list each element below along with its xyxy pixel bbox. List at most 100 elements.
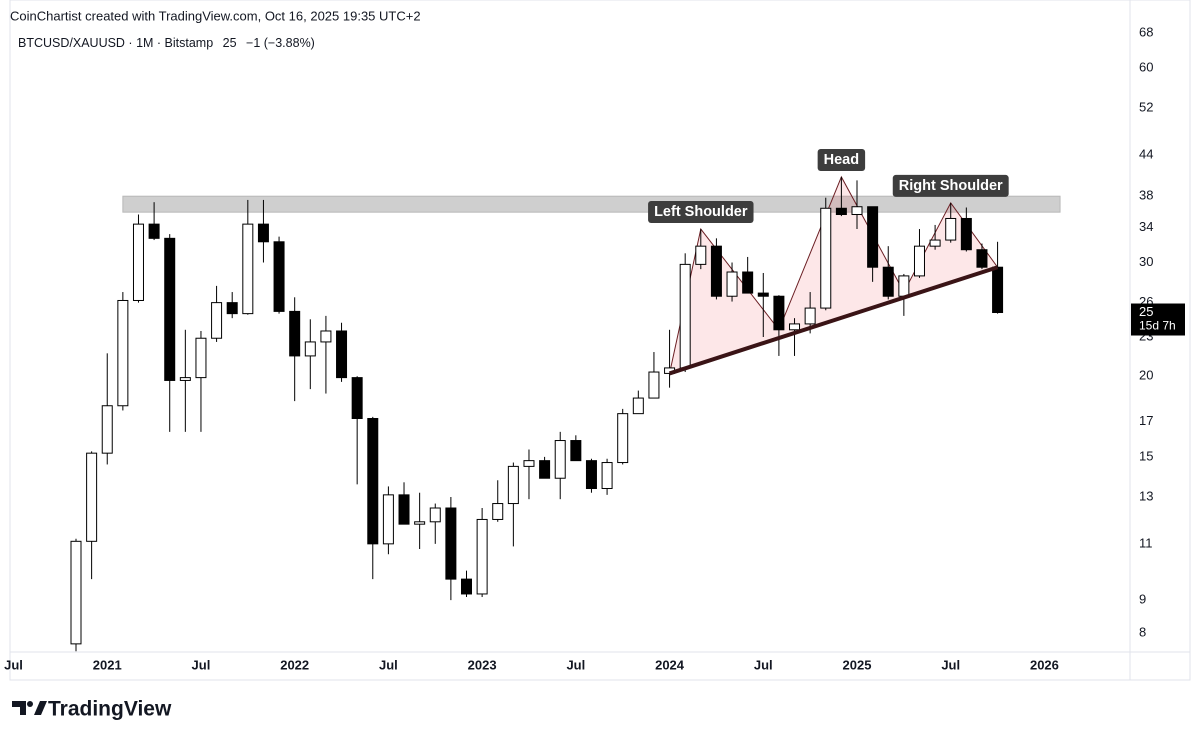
candle-body: [679, 263, 691, 369]
y-tick-label: 44: [1139, 147, 1153, 162]
y-tick-label: 9: [1139, 592, 1146, 607]
x-tick-label: Jul: [941, 657, 960, 672]
price-tag: [1131, 303, 1185, 336]
y-tick-label: 11: [1139, 535, 1153, 550]
candle-body: [476, 518, 488, 595]
annotation-box: [892, 174, 1009, 197]
y-tick-label: 38: [1139, 188, 1153, 203]
y-tick-label: 30: [1139, 254, 1153, 269]
candle-body: [195, 337, 207, 379]
candle-body: [804, 307, 816, 325]
y-tick-label: 20: [1139, 368, 1153, 383]
y-tick-label: 17: [1139, 413, 1153, 428]
chart-frame: [9, 0, 1191, 681]
candle-body: [320, 330, 332, 343]
candle-body: [398, 494, 410, 525]
candle-body: [695, 245, 707, 265]
y-tick-label: 60: [1139, 60, 1153, 75]
annotation: Left Shoulder: [648, 201, 754, 224]
candle-body: [585, 460, 597, 490]
candle-body: [710, 245, 722, 297]
candle-body: [86, 452, 98, 542]
y-tick-label: 13: [1139, 488, 1153, 503]
candle-body: [507, 465, 519, 505]
y-tick-label: 68: [1139, 24, 1153, 39]
candle-body: [898, 275, 910, 297]
candle-body: [726, 271, 738, 297]
price-tag-label: 25: [1139, 304, 1153, 319]
annotation-label: Right Shoulder: [899, 178, 1003, 194]
x-tick-label: 2023: [468, 657, 497, 672]
y-tick-label: 34: [1139, 219, 1153, 234]
candle-body: [179, 377, 191, 381]
candle-body: [835, 207, 847, 216]
candle-body: [336, 330, 348, 379]
logo-dot: [27, 701, 33, 707]
candle-body: [164, 237, 176, 381]
candle-body: [148, 223, 160, 239]
candle-body: [101, 405, 113, 454]
candle-body: [492, 503, 504, 520]
candle-body: [867, 206, 879, 268]
candle-body: [554, 440, 566, 479]
annotation: Head: [817, 148, 866, 171]
candle-body: [960, 217, 972, 251]
candle-body: [976, 249, 988, 268]
candle-body: [242, 223, 254, 315]
candle-body: [70, 540, 82, 645]
y-tick-label: 52: [1139, 100, 1153, 115]
candle-body: [789, 323, 801, 331]
brand-name: TradingView: [48, 698, 172, 721]
candle-body: [382, 494, 394, 545]
candle-body: [132, 223, 144, 301]
x-tick-label: Jul: [192, 657, 211, 672]
candle-body: [289, 310, 301, 357]
credit: CoinChartist created with TradingView.co…: [10, 8, 421, 23]
x-tick-label: 2022: [280, 657, 309, 672]
candle-body: [945, 217, 957, 241]
candle-body: [304, 341, 316, 357]
candle-body: [211, 302, 223, 339]
candle-body: [773, 295, 785, 331]
annotation-label: Left Shoulder: [654, 204, 748, 220]
legend-price: 25: [223, 36, 237, 50]
candle-body: [351, 377, 363, 419]
candle-body: [273, 241, 285, 312]
candle-body: [992, 266, 1004, 314]
x-tick-label: Jul: [379, 657, 398, 672]
annotation: Right Shoulder: [892, 174, 1009, 197]
x-tick-label: 2021: [93, 657, 122, 672]
candle-body: [117, 299, 129, 407]
symbol: BTCUSD/XAUUSD · 1M · Bitstamp: [18, 36, 213, 50]
candle-body: [742, 271, 754, 294]
countdown: 15d 7h: [1139, 319, 1176, 333]
legend: BTCUSD/XAUUSD · 1M · Bitstamp 25 −1 (−3.…: [18, 36, 315, 50]
candle-body: [851, 206, 863, 216]
candle-body: [461, 578, 472, 595]
x-tick-label: Jul: [754, 657, 773, 672]
candle-body: [226, 302, 238, 315]
x-tick-label: 2025: [843, 657, 872, 672]
candle-body: [913, 245, 925, 277]
annotation-box: [817, 148, 866, 171]
candle-body: [757, 292, 769, 297]
candle-body: [257, 223, 269, 243]
candle-body: [820, 207, 832, 309]
candle-body: [414, 521, 426, 525]
candle-body: [601, 462, 613, 490]
x-tick-label: 2024: [655, 657, 685, 672]
annotation-label: Head: [824, 152, 859, 168]
candle-body: [570, 440, 582, 462]
candle-body: [539, 460, 551, 479]
candle-body: [882, 266, 894, 297]
x-tick-label: Jul: [4, 657, 23, 672]
brand-logo: [12, 701, 47, 715]
y-tick-label: 8: [1139, 625, 1146, 640]
candle-body: [617, 413, 629, 464]
plot-area: [70, 175, 1061, 652]
x-tick-label: 2026: [1030, 657, 1059, 672]
y-tick-label: 15: [1139, 448, 1153, 463]
candle-body: [367, 417, 379, 545]
logo-shape: [34, 701, 47, 715]
